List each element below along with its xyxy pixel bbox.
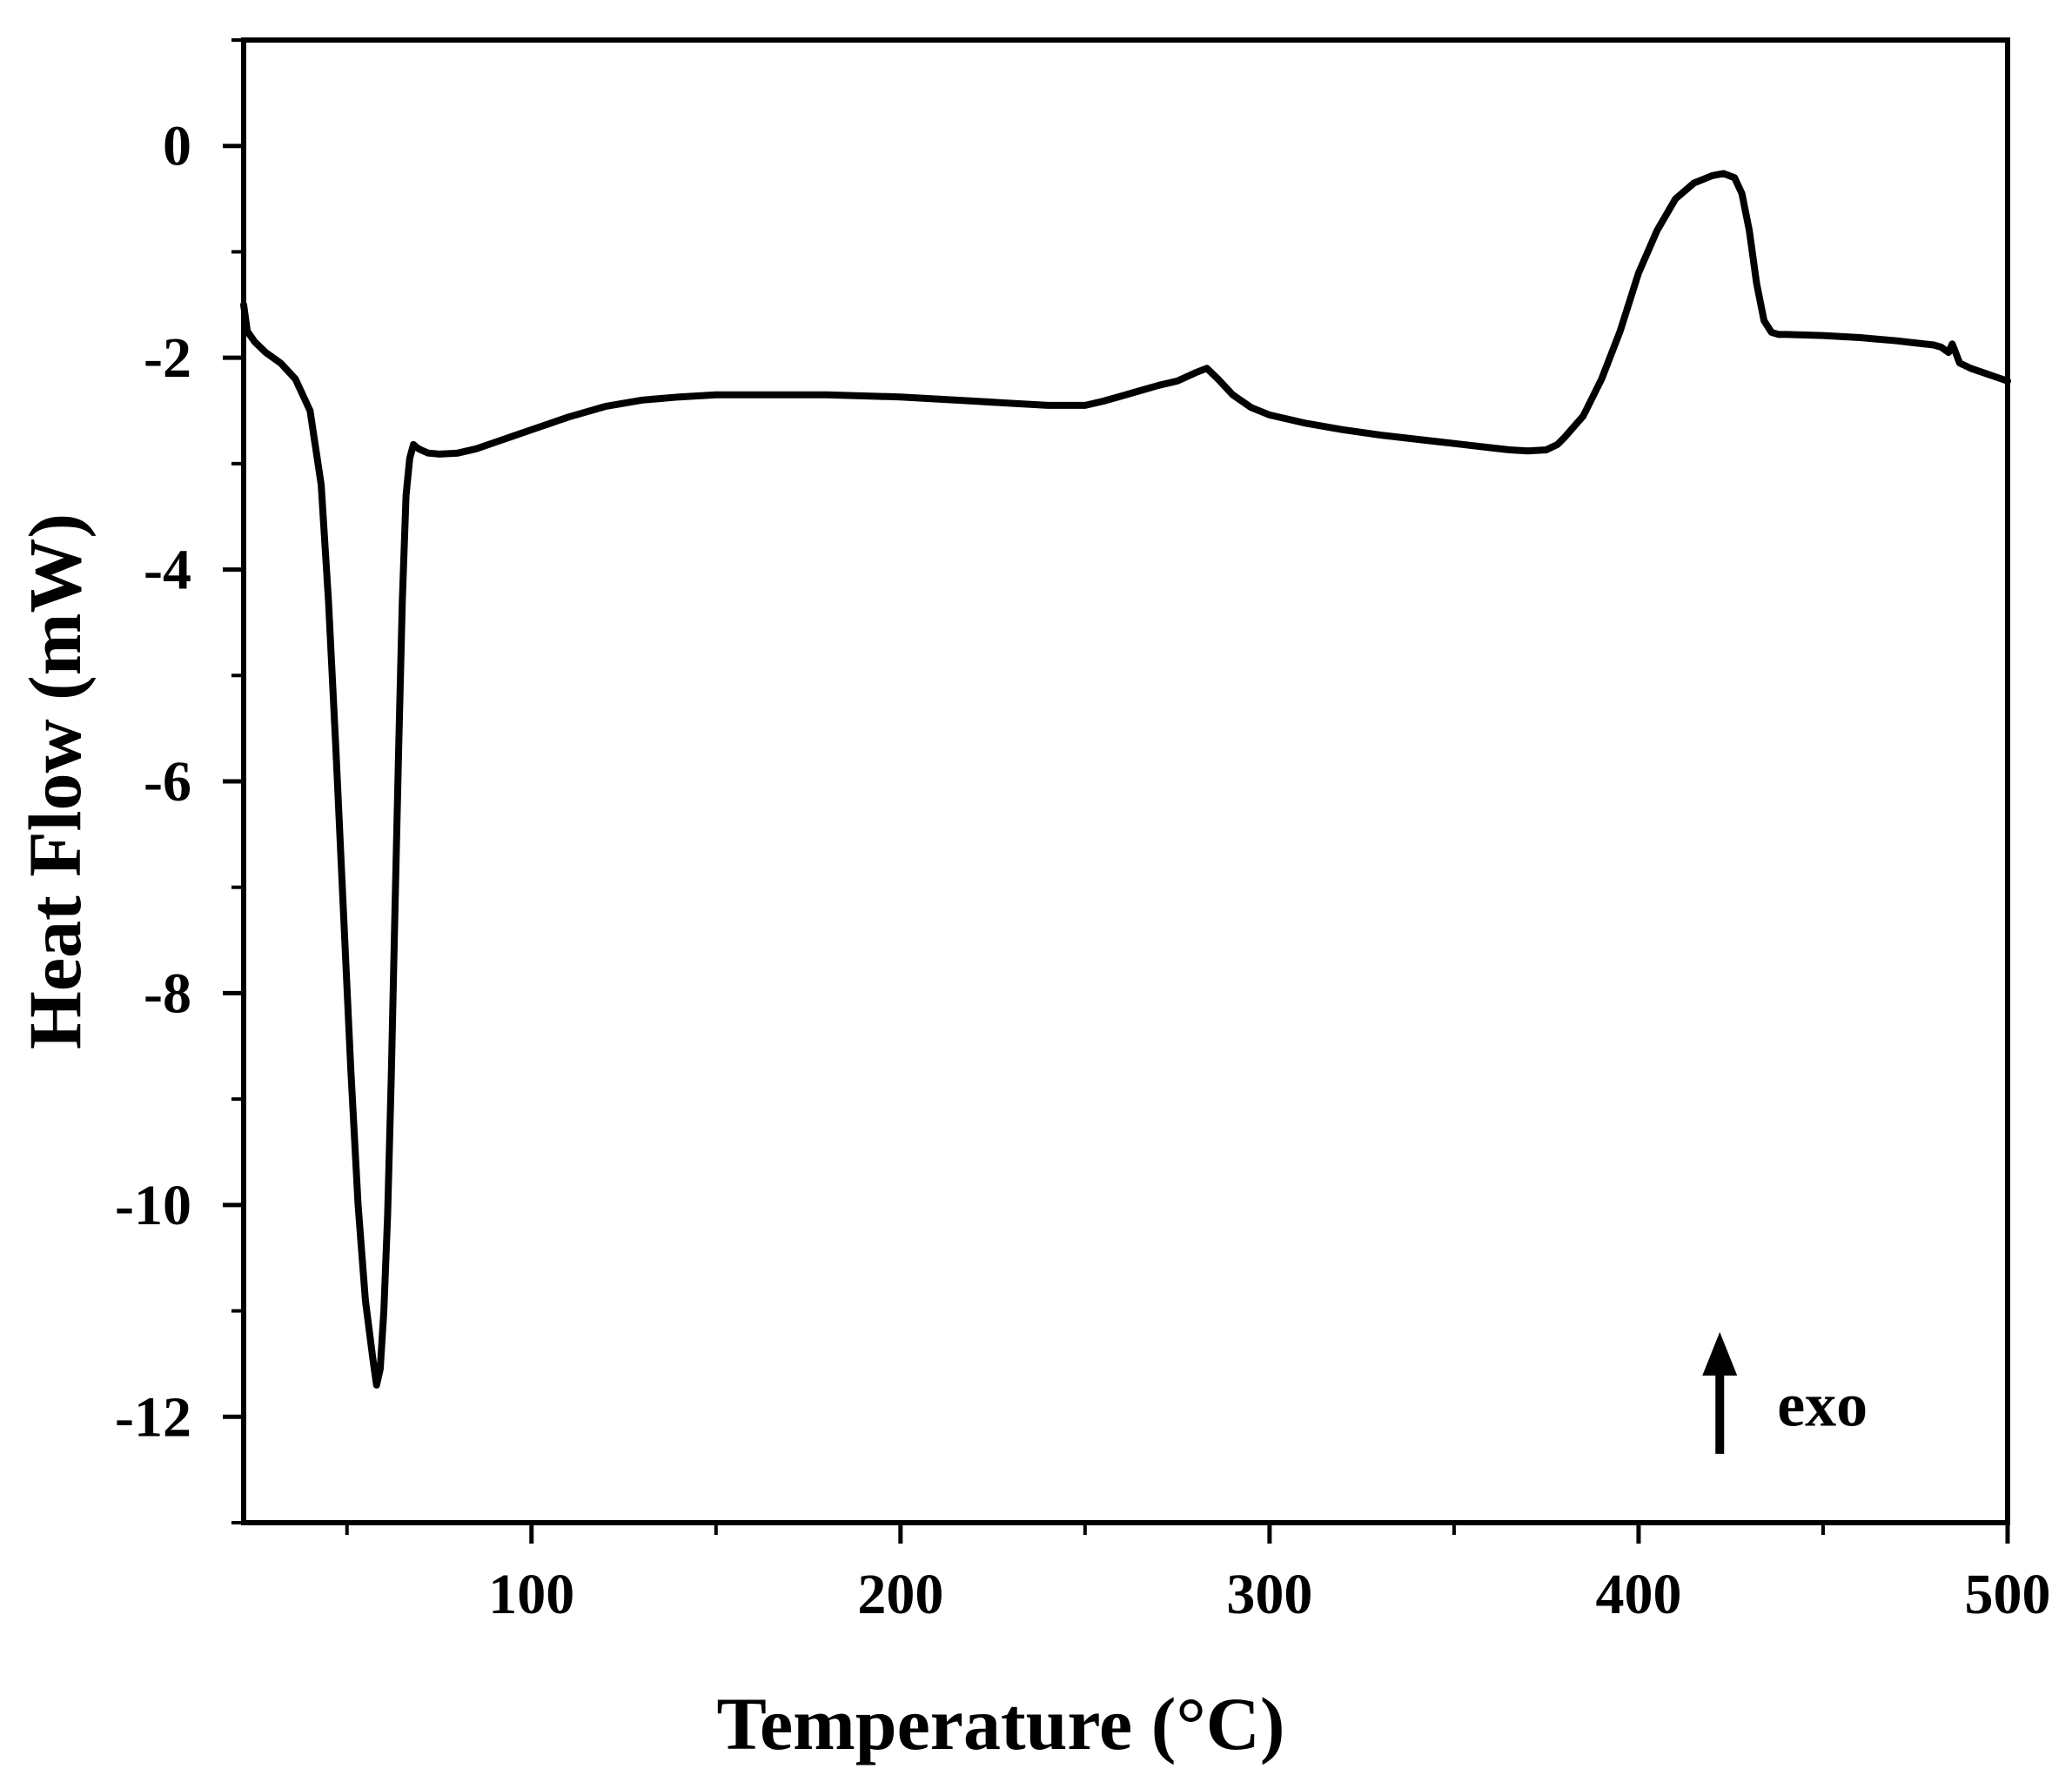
y-tick-label--8: -8: [144, 961, 191, 1025]
x-tick-label-300: 300: [1226, 1563, 1312, 1626]
exo-arrow-head-icon: [1702, 1331, 1738, 1376]
x-axis-title: Temperature (°C): [717, 1682, 1285, 1765]
exo-annotation: exo: [1702, 1331, 1867, 1454]
axis-ticks: [223, 38, 2010, 1544]
y-tick-label-0: 0: [163, 115, 191, 178]
y-tick-label--6: -6: [144, 750, 191, 814]
y-tick-label--12: -12: [115, 1385, 191, 1449]
tick-labels: 100 200 300 400 500 0 -2 -4 -6 -8 -10 -12: [115, 115, 2050, 1626]
y-tick-label--10: -10: [115, 1174, 191, 1237]
x-tick-label-400: 400: [1595, 1563, 1681, 1626]
x-tick-label-100: 100: [488, 1563, 574, 1626]
exo-label: exo: [1777, 1370, 1867, 1439]
x-tick-label-200: 200: [857, 1563, 943, 1626]
y-tick-label--4: -4: [144, 539, 191, 602]
y-tick-label--2: -2: [144, 326, 191, 390]
y-axis-title: Heat Flow (mW): [13, 513, 97, 1049]
x-tick-label-500: 500: [1965, 1563, 2051, 1626]
heat-flow-line: [240, 170, 2011, 1389]
